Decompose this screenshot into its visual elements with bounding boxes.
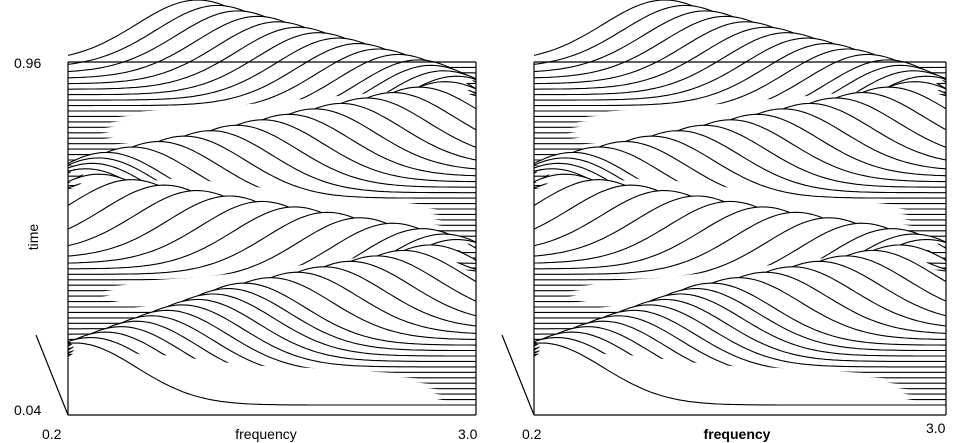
right-trace-group [533, 0, 947, 406]
left-ytick-top: 0.96 [14, 55, 41, 71]
spectrum-trace [67, 342, 476, 406]
right-xtick-end: 3.0 [926, 420, 946, 436]
left-axes [35, 61, 477, 416]
left-xtick-start: 0.2 [42, 426, 62, 442]
left-xtick-end: 3.0 [458, 426, 478, 442]
right-x-axis-label: frequency [704, 426, 771, 442]
left-trace-group [67, 0, 477, 406]
right-waterfall-panel: 0.2 3.0 frequency [501, 0, 947, 442]
left-x-axis-label: frequency [235, 426, 296, 442]
right-xtick-start: 0.2 [522, 426, 542, 442]
left-waterfall-panel: 0.96 0.04 0.2 3.0 frequency time [14, 0, 478, 442]
left-ytick-bottom: 0.04 [14, 402, 41, 418]
axis-frame-line [501, 334, 535, 416]
axis-frame-line [35, 334, 69, 416]
spectrum-trace [533, 342, 946, 406]
right-axes [501, 61, 947, 416]
left-y-axis-label: time [25, 224, 41, 251]
